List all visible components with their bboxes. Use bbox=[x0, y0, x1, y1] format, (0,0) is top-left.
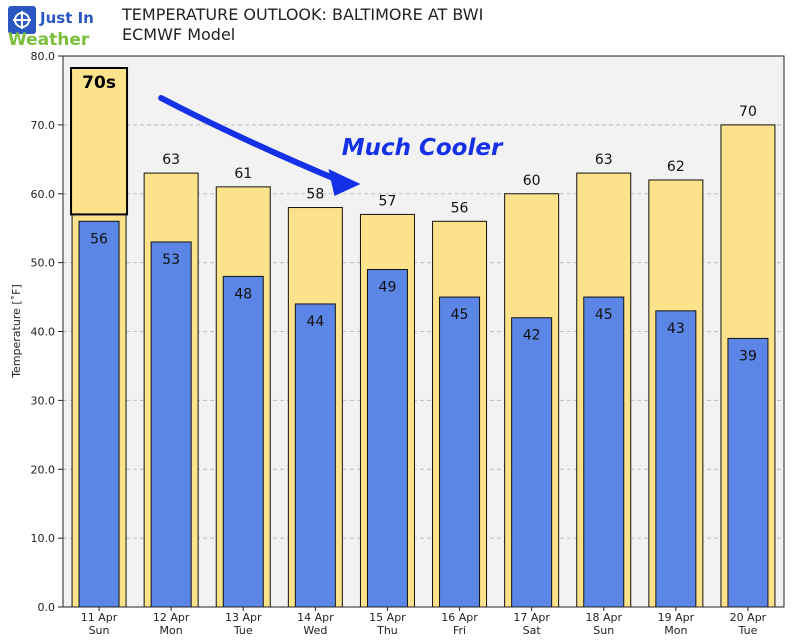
logo-line1: Just In bbox=[39, 9, 94, 27]
low-temp-bar bbox=[294, 303, 336, 608]
y-tick-label: 30.0 bbox=[31, 394, 56, 407]
low-temp-label: 39 bbox=[739, 348, 757, 364]
much-cooler-arrow bbox=[158, 95, 346, 185]
y-tick-label: 60.0 bbox=[31, 188, 56, 201]
x-tick-label-day: Fri bbox=[453, 624, 466, 637]
low-temp-label: 45 bbox=[451, 307, 469, 323]
low-temp-label: 48 bbox=[234, 286, 252, 302]
x-tick-label-date: 19 Apr bbox=[658, 611, 695, 624]
low-temp-label: 45 bbox=[595, 307, 613, 323]
logo-line2: Weather bbox=[8, 30, 90, 48]
y-tick-label: 50.0 bbox=[31, 257, 56, 270]
low-temp-label: 43 bbox=[667, 321, 685, 337]
much-cooler-label: Much Cooler bbox=[342, 135, 504, 161]
y-tick-label: 20.0 bbox=[31, 463, 56, 476]
low-temp-bar bbox=[222, 275, 264, 608]
chart-title: TEMPERATURE OUTLOOK: BALTIMORE AT BWI bbox=[122, 5, 484, 24]
low-temp-label: 44 bbox=[306, 314, 324, 330]
high-temp-label: 62 bbox=[667, 159, 685, 175]
y-tick-label: 80.0 bbox=[31, 50, 56, 63]
low-temp-bar bbox=[439, 296, 481, 608]
low-temp-bar bbox=[583, 296, 625, 608]
low-temp-bar bbox=[727, 337, 769, 608]
title-block: TEMPERATURE OUTLOOK: BALTIMORE AT BWI EC… bbox=[122, 5, 483, 45]
x-tick-label-day: Sun bbox=[593, 624, 614, 637]
x-tick-label-day: Mon bbox=[160, 624, 183, 637]
x-tick-label-date: 17 Apr bbox=[513, 611, 550, 624]
low-temp-label: 53 bbox=[162, 252, 180, 268]
x-tick-label-date: 20 Apr bbox=[730, 611, 767, 624]
low-temp-label: 56 bbox=[90, 231, 108, 247]
low-temp-bar bbox=[511, 317, 553, 608]
plot-frame bbox=[62, 55, 785, 608]
x-tick-label-date: 13 Apr bbox=[225, 611, 262, 624]
seventies-callout-label: 70s bbox=[82, 73, 116, 93]
low-temp-label: 49 bbox=[379, 280, 397, 296]
annotations: 70s Much Cooler bbox=[70, 67, 504, 216]
x-tick-label-date: 18 Apr bbox=[585, 611, 622, 624]
low-temp-bar bbox=[655, 310, 697, 608]
y-tick-label: 40.0 bbox=[31, 326, 56, 339]
x-tick-label-day: Sun bbox=[89, 624, 110, 637]
x-tick-label-date: 11 Apr bbox=[81, 611, 118, 624]
high-temp-label: 70 bbox=[739, 104, 757, 120]
y-tick-label: 10.0 bbox=[31, 532, 56, 545]
data-labels: 56 63 53 61 48 58 44 57 49 56 45 60 42 63 45 62 43 70 39 bbox=[90, 104, 757, 365]
bars bbox=[71, 124, 776, 608]
y-tick-label: 0.0 bbox=[38, 601, 56, 614]
x-tick-label-day: Sat bbox=[523, 624, 542, 637]
x-tick-label-day: Tue bbox=[233, 624, 253, 637]
x-tick-label-day: Thu bbox=[376, 624, 398, 637]
high-temp-label: 61 bbox=[234, 166, 252, 182]
x-tick-label-date: 12 Apr bbox=[153, 611, 190, 624]
high-temp-label: 57 bbox=[379, 193, 397, 209]
low-temp-label: 42 bbox=[523, 328, 541, 344]
seventies-callout-box bbox=[70, 67, 129, 216]
x-tick-label-date: 16 Apr bbox=[441, 611, 478, 624]
low-temp-bar bbox=[78, 220, 120, 608]
low-temp-bar bbox=[366, 269, 408, 608]
high-temp-label: 60 bbox=[523, 173, 541, 189]
high-temp-label: 58 bbox=[306, 187, 324, 203]
just-in-weather-logo: Just In Weather bbox=[8, 6, 94, 48]
x-tick-label-day: Tue bbox=[738, 624, 758, 637]
x-tick-label-day: Wed bbox=[303, 624, 327, 637]
high-temp-label: 63 bbox=[162, 152, 180, 168]
x-tick-label-date: 15 Apr bbox=[369, 611, 406, 624]
high-temp-label: 56 bbox=[451, 200, 469, 216]
much-cooler-arrowhead bbox=[328, 169, 361, 196]
high-temp-label: 63 bbox=[595, 152, 613, 168]
low-temp-bar bbox=[150, 241, 192, 608]
y-tick-label: 70.0 bbox=[31, 119, 56, 132]
x-tick-label-date: 14 Apr bbox=[297, 611, 334, 624]
chart-subtitle: ECMWF Model bbox=[122, 25, 236, 44]
axes: 0.0 10.0 20.0 30.0 40.0 50.0 60.0 70.0 80.0 11 Ap… bbox=[31, 50, 785, 637]
y-axis-label: Temperature [˚F] bbox=[10, 284, 23, 379]
x-tick-label-day: Mon bbox=[664, 624, 687, 637]
